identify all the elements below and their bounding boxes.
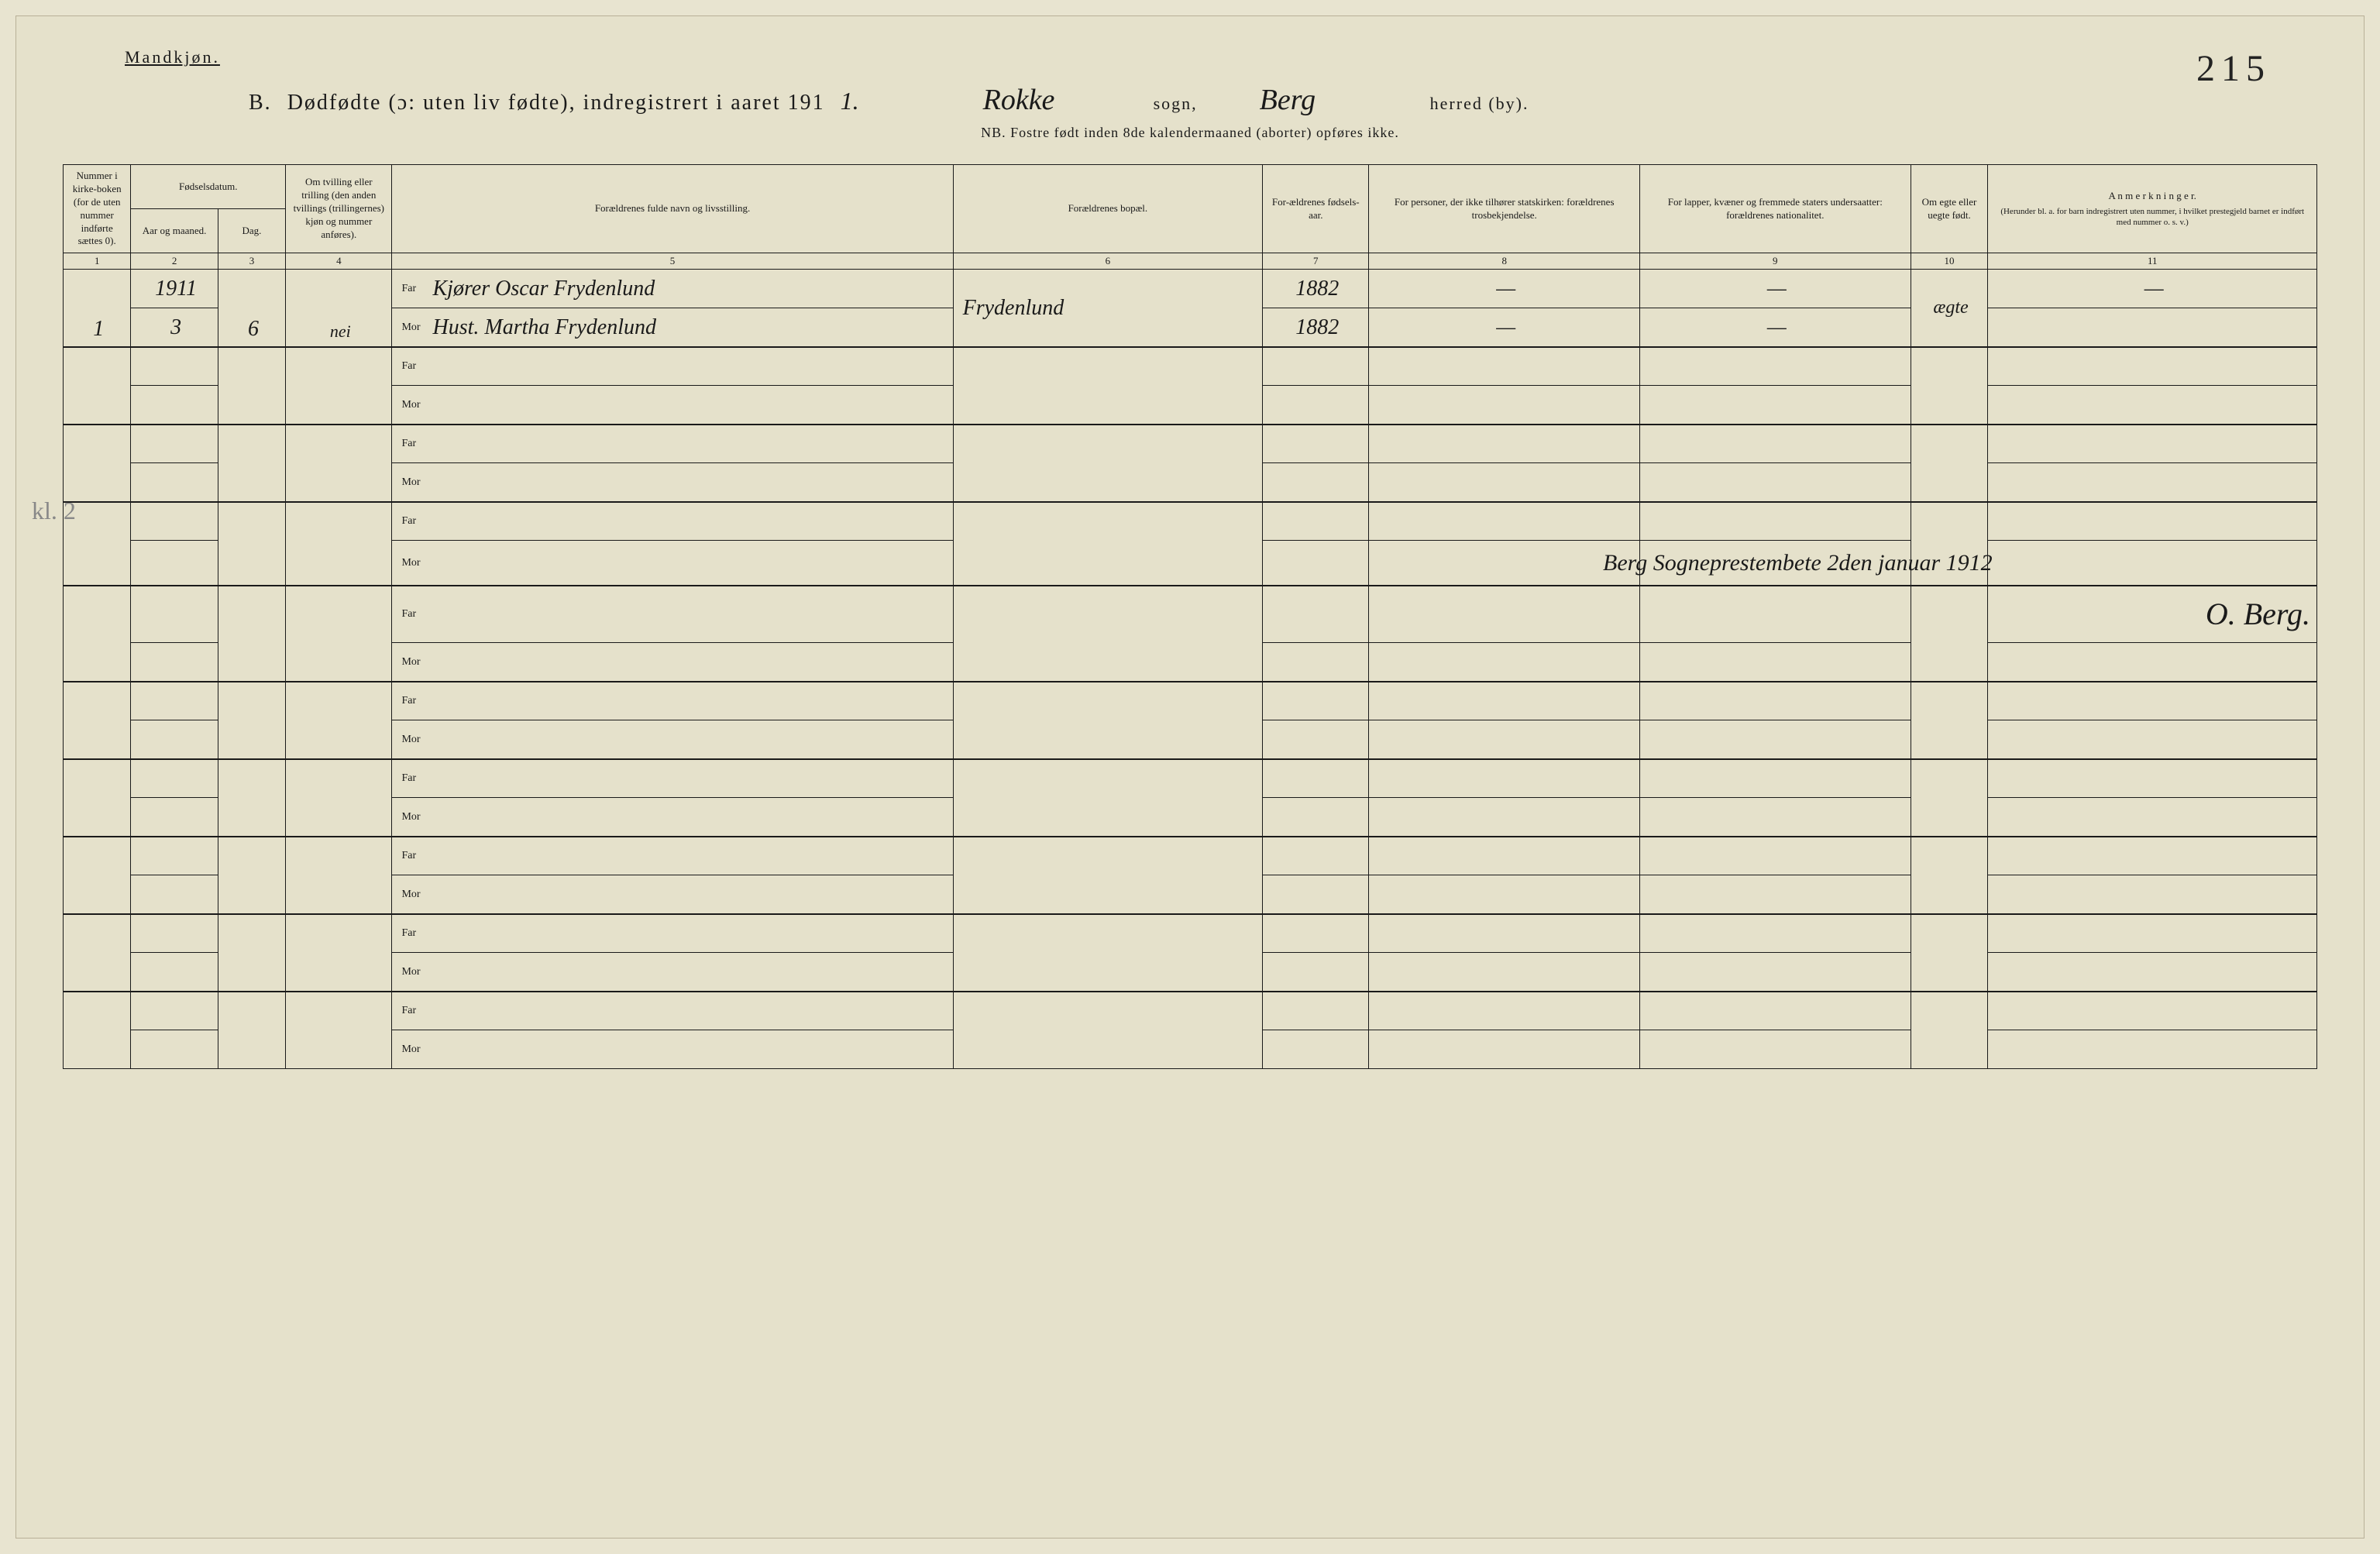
table-row: Far [64, 759, 2317, 798]
table-body: 1 1911 6 nei Far Kjører Oscar Frydenlund… [64, 270, 2317, 1069]
colnum-11: 11 [1988, 253, 2317, 270]
entry-year: 1911 [155, 277, 197, 301]
mor-label: Mor [401, 811, 432, 823]
title-prefix: B. [249, 91, 272, 115]
entry-remarks: — [2144, 277, 2164, 301]
far-label: Far [401, 1005, 432, 1017]
col-header-5: Forældrenes fulde navn og livsstilling. [392, 165, 953, 253]
entry-far-birth: 1882 [1295, 277, 1339, 301]
table-row: Far [64, 425, 2317, 463]
table-row: Far [64, 347, 2317, 386]
title-year-suffix: 1. [841, 87, 859, 115]
colnum-7: 7 [1263, 253, 1369, 270]
col-header-11-main: A n m e r k n i n g e r. [1994, 190, 2310, 203]
colnum-9: 9 [1640, 253, 1911, 270]
colnum-1: 1 [64, 253, 131, 270]
col-header-10: Om egte eller uegte født. [1911, 165, 1988, 253]
district-name: Berg [1260, 83, 1415, 117]
signature-line1: Berg Sogneprestembete 2den januar 1912 [1603, 545, 1858, 580]
page-number: 215 [2196, 47, 2271, 90]
mor-label: Mor [401, 399, 432, 411]
far-label: Far [401, 283, 432, 295]
mor-label: Mor [401, 734, 432, 746]
entry-mor-birth: 1882 [1295, 315, 1339, 339]
far-label: Far [401, 438, 432, 450]
table-row: Far [64, 682, 2317, 720]
district-label: herred (by). [1430, 94, 1529, 114]
mor-label: Mor [401, 966, 432, 978]
col-header-9: For lapper, kvæner og fremmede staters u… [1640, 165, 1911, 253]
entry-far-name: Kjører Oscar Frydenlund [432, 277, 946, 301]
far-label: Far [401, 695, 432, 707]
signature-line2: O. Berg. [1997, 591, 2310, 638]
col-header-4: Om tvilling eller trilling (den anden tv… [286, 165, 392, 253]
entry-twin: nei [330, 321, 351, 341]
colnum-4: 4 [286, 253, 392, 270]
colnum-5: 5 [392, 253, 953, 270]
table-row: Far [64, 992, 2317, 1030]
far-label: Far [401, 515, 432, 528]
colnum-2: 2 [131, 253, 218, 270]
colnum-3: 3 [218, 253, 285, 270]
far-label: Far [401, 608, 432, 621]
gender-label: Mandkjøn. [125, 47, 2317, 67]
far-label: Far [401, 927, 432, 940]
colnum-10: 10 [1911, 253, 1988, 270]
entry-residence: Frydenlund [963, 296, 1064, 320]
table-row: 1 1911 6 nei Far Kjører Oscar Frydenlund… [64, 270, 2317, 308]
entry-day: 6 [248, 317, 259, 341]
far-label: Far [401, 850, 432, 862]
col-header-2: Aar og maaned. [131, 209, 218, 253]
mor-label: Mor [401, 557, 432, 569]
table-row: Far O. Berg. [64, 586, 2317, 643]
entry-month: 3 [170, 315, 181, 339]
col-header-8: For personer, der ikke tilhører statskir… [1369, 165, 1640, 253]
entry-nationality: — [1767, 277, 1787, 301]
col-header-2-group: Fødselsdatum. [131, 165, 286, 209]
col-header-11: A n m e r k n i n g e r. (Herunder bl. a… [1988, 165, 2317, 253]
mor-label: Mor [401, 656, 432, 669]
col-header-11-sub: (Herunder bl. a. for barn indregistrert … [1994, 206, 2310, 229]
far-label: Far [401, 360, 432, 373]
entry-religion-2: — [1496, 315, 1515, 339]
colnum-6: 6 [953, 253, 1263, 270]
entry-mor-name: Hust. Martha Frydenlund [432, 315, 946, 340]
entry-num: 1 [93, 317, 104, 341]
table-row: Far [64, 914, 2317, 953]
mor-label: Mor [401, 321, 432, 334]
title-row: B. Dødfødte (ɔ: uten liv fødte), indregi… [249, 83, 2317, 117]
parish-name: Rokke [983, 83, 1138, 117]
register-table: Nummer i kirke-boken (for de uten nummer… [63, 164, 2317, 1069]
subtitle: NB. Fostre født inden 8de kalendermaaned… [63, 125, 2317, 141]
margin-note: kl. 2 [32, 497, 76, 525]
col-header-6: Forældrenes bopæl. [953, 165, 1263, 253]
col-header-1: Nummer i kirke-boken (for de uten nummer… [64, 165, 131, 253]
colnum-8: 8 [1369, 253, 1640, 270]
mor-label: Mor [401, 889, 432, 901]
register-page: Mandkjøn. 215 B. Dødfødte (ɔ: uten liv f… [15, 15, 2365, 1539]
parish-label: sogn, [1154, 94, 1198, 114]
table-row: Far [64, 837, 2317, 875]
col-header-3: Dag. [218, 209, 285, 253]
entry-nationality-2: — [1767, 315, 1787, 339]
mor-label: Mor [401, 476, 432, 489]
title-main: Dødfødte (ɔ: uten liv fødte), indregistr… [287, 91, 825, 115]
col-header-7: For-ældrenes fødsels-aar. [1263, 165, 1369, 253]
mor-label: Mor [401, 1043, 432, 1056]
far-label: Far [401, 772, 432, 785]
entry-legit: ægte [1933, 297, 1968, 318]
table-row: Far [64, 502, 2317, 541]
entry-religion: — [1496, 277, 1515, 301]
